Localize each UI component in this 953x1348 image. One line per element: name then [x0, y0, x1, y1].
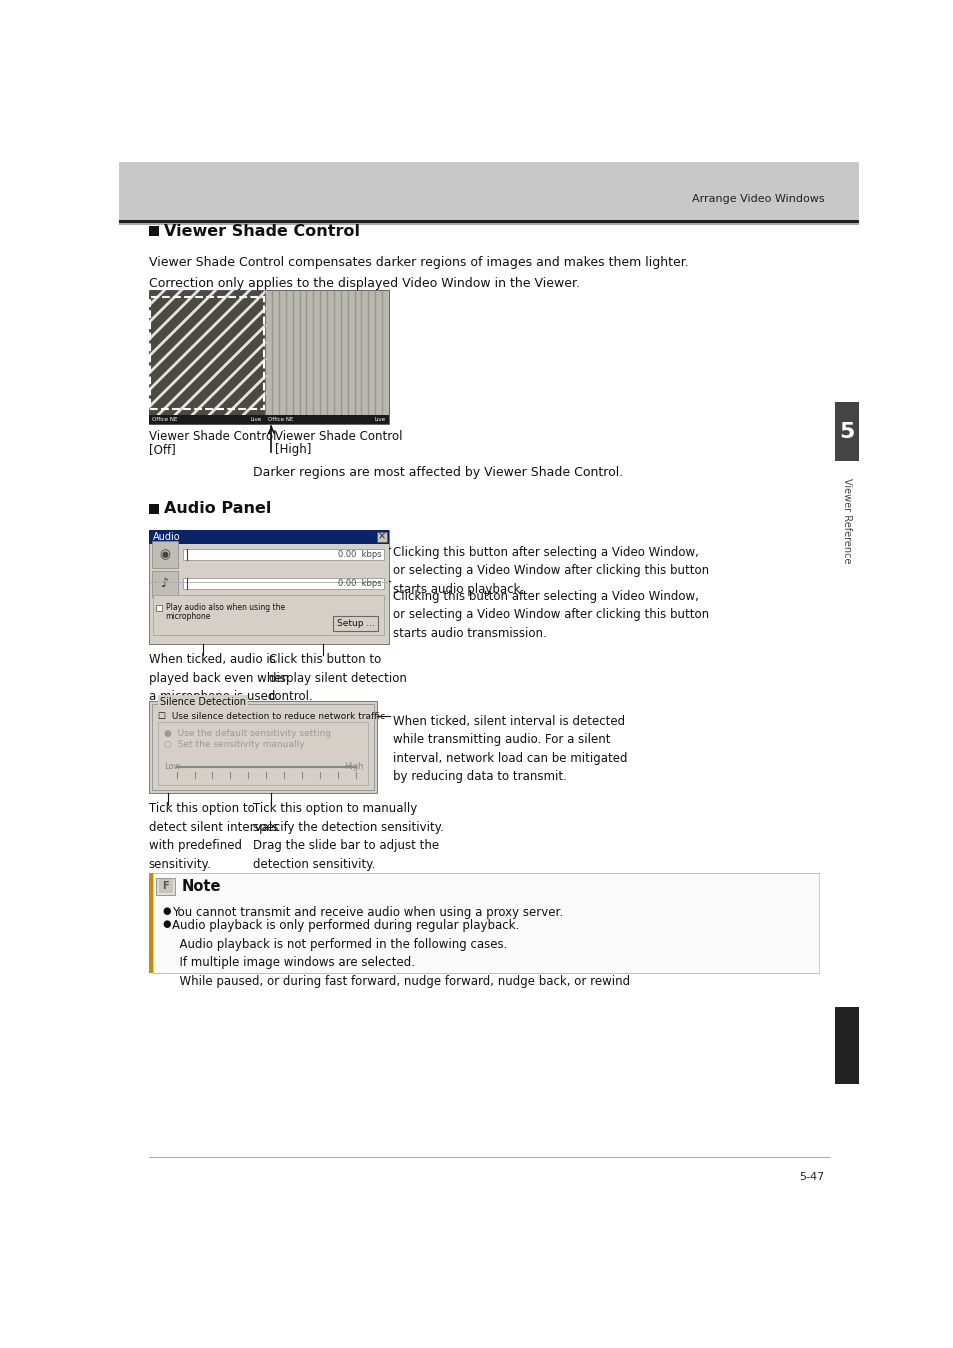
Bar [149, 504, 158, 514]
Text: F: F [162, 882, 169, 891]
Text: ☐  Use silence detection to reduce network traffic: ☐ Use silence detection to reduce networ… [158, 712, 385, 721]
Text: Note: Note [181, 879, 220, 894]
Text: You cannot transmit and receive audio when using a proxy server.: You cannot transmit and receive audio wh… [172, 906, 562, 918]
Text: Audio Panel: Audio Panel [164, 500, 272, 516]
Text: ♪: ♪ [161, 577, 169, 590]
Text: Low: Low [164, 763, 180, 771]
Bar [158, 723, 368, 786]
Bar [158, 879, 172, 894]
Text: Clicking this button after selecting a Video Window,
or selecting a Video Window: Clicking this button after selecting a V… [393, 546, 708, 596]
Bar [152, 594, 383, 635]
Text: Viewer Shade Control: Viewer Shade Control [164, 224, 360, 239]
Text: ×: × [377, 531, 386, 542]
Bar [152, 570, 178, 597]
Bar [119, 220, 858, 222]
Text: Viewer Reference: Viewer Reference [841, 477, 851, 563]
Bar [149, 874, 152, 973]
Text: Audio: Audio [153, 531, 181, 542]
Text: Viewer Shade Control: Viewer Shade Control [149, 430, 276, 443]
Text: When ticked, audio is
played back even when
a microphone is used.: When ticked, audio is played back even w… [149, 652, 289, 704]
Text: [Off]: [Off] [149, 442, 175, 456]
Bar [119, 162, 858, 220]
Bar [152, 542, 178, 568]
Bar [149, 530, 389, 543]
Text: 5-47: 5-47 [799, 1171, 823, 1182]
Bar [149, 226, 158, 236]
Text: Clicking this button after selecting a Video Window,
or selecting a Video Window: Clicking this button after selecting a V… [393, 590, 708, 640]
Text: Office NE: Office NE [268, 418, 294, 422]
Text: [High]: [High] [275, 442, 312, 456]
Text: ●: ● [162, 906, 171, 915]
Text: Viewer Shade Control: Viewer Shade Control [275, 430, 402, 443]
Bar [152, 874, 819, 973]
Text: 0.00  kbps: 0.00 kbps [338, 580, 381, 588]
Bar [183, 549, 384, 559]
Text: Live: Live [251, 418, 262, 422]
Text: Arrange Video Windows: Arrange Video Windows [691, 194, 823, 204]
Text: Correction only applies to the displayed Video Window in the Viewer.: Correction only applies to the displayed… [149, 278, 579, 290]
Text: Tick this option to manually
specify the detection sensitivity.
Drag the slide b: Tick this option to manually specify the… [253, 802, 444, 871]
Text: Play audio also when using the: Play audio also when using the [166, 603, 285, 612]
Bar [149, 701, 377, 793]
Bar [834, 402, 858, 461]
Bar [156, 605, 162, 611]
Bar [156, 878, 174, 895]
Text: Tick this option to
detect silent intervals
with predefined
sensitivity.: Tick this option to detect silent interv… [149, 802, 277, 871]
Bar [834, 1007, 858, 1084]
Bar [149, 290, 265, 425]
Text: Setup ...: Setup ... [336, 619, 375, 628]
Text: High: High [343, 763, 363, 771]
Bar [119, 222, 858, 225]
Text: ●  Use the default sensitivity setting: ● Use the default sensitivity setting [164, 729, 331, 737]
Text: ◉: ◉ [159, 547, 171, 561]
Text: 0.00  kbps: 0.00 kbps [338, 550, 381, 559]
Bar [265, 415, 389, 425]
Text: microphone: microphone [166, 612, 211, 621]
Text: ●: ● [162, 919, 171, 929]
Text: Audio playback is only performed during regular playback.
  Audio playback is no: Audio playback is only performed during … [172, 919, 629, 988]
Text: Click this button to
display silent detection
control.: Click this button to display silent dete… [269, 652, 406, 704]
Bar [333, 616, 377, 631]
Bar [265, 290, 389, 425]
Text: When ticked, silent interval is detected
while transmitting audio. For a silent
: When ticked, silent interval is detected… [393, 714, 627, 783]
Text: Live: Live [375, 418, 385, 422]
Text: ○  Set the sensitivity manually: ○ Set the sensitivity manually [164, 740, 305, 749]
Bar [152, 704, 374, 790]
Text: Darker regions are most affected by Viewer Shade Control.: Darker regions are most affected by View… [253, 466, 623, 479]
Text: Silence Detection: Silence Detection [159, 697, 245, 708]
Bar [149, 415, 265, 425]
Bar [183, 578, 384, 589]
Text: Viewer Shade Control compensates darker regions of images and makes them lighter: Viewer Shade Control compensates darker … [149, 256, 688, 270]
Bar [149, 530, 389, 644]
Text: 5: 5 [838, 422, 853, 442]
Bar [376, 532, 386, 542]
Bar [150, 298, 263, 408]
Text: Office NE: Office NE [152, 418, 177, 422]
